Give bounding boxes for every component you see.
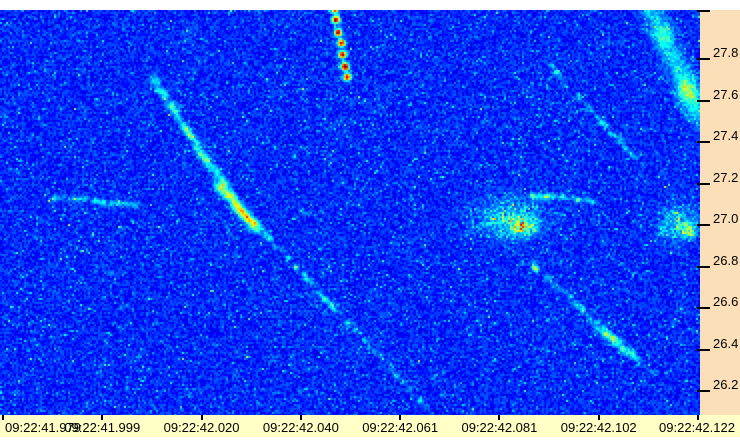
y-axis-label: 27.6 (713, 87, 740, 103)
x-axis-label: 09:22:41.999 (59, 420, 145, 435)
y-axis-tick (697, 390, 710, 392)
x-axis-label: 09:22:42.040 (258, 420, 344, 435)
y-axis-label: 27.0 (713, 211, 740, 227)
y-axis-tick (697, 224, 710, 226)
y-axis-tick (697, 307, 710, 309)
x-axis: 09:22:41.979 09:22:41.999 09:22:42.020 09:2… (0, 415, 740, 437)
y-axis-tick (697, 141, 710, 143)
y-axis-label: 27.4 (713, 128, 740, 144)
y-axis-top-tick (697, 10, 710, 12)
y-axis-label: 27.8 (713, 45, 740, 61)
y-axis-label: 26.8 (713, 253, 740, 269)
y-axis-tick (697, 58, 710, 60)
y-axis-label: 27.2 (713, 170, 740, 186)
x-axis-label: 09:22:42.122 (654, 420, 740, 435)
y-axis-tick (697, 100, 710, 102)
spectrogram-window: 27.8 27.6 27.4 27.2 27.0 26.8 26.6 26.4 26.2 09:… (0, 0, 740, 441)
y-axis-tick (697, 349, 710, 351)
y-axis-label: 26.2 (713, 377, 740, 393)
y-axis-label: 26.6 (713, 294, 740, 310)
x-axis-label: 09:22:42.081 (456, 420, 542, 435)
y-axis-tick (697, 266, 710, 268)
x-axis-label: 09:22:42.061 (357, 420, 443, 435)
x-axis-label: 09:22:42.020 (159, 420, 245, 435)
y-axis: 27.8 27.6 27.4 27.2 27.0 26.8 26.6 26.4 26.2 (700, 10, 740, 415)
y-axis-label: 26.4 (713, 336, 740, 352)
x-axis-label: 09:22:42.102 (556, 420, 642, 435)
y-axis-tick (697, 183, 710, 185)
spectrogram-plot[interactable] (0, 10, 700, 415)
